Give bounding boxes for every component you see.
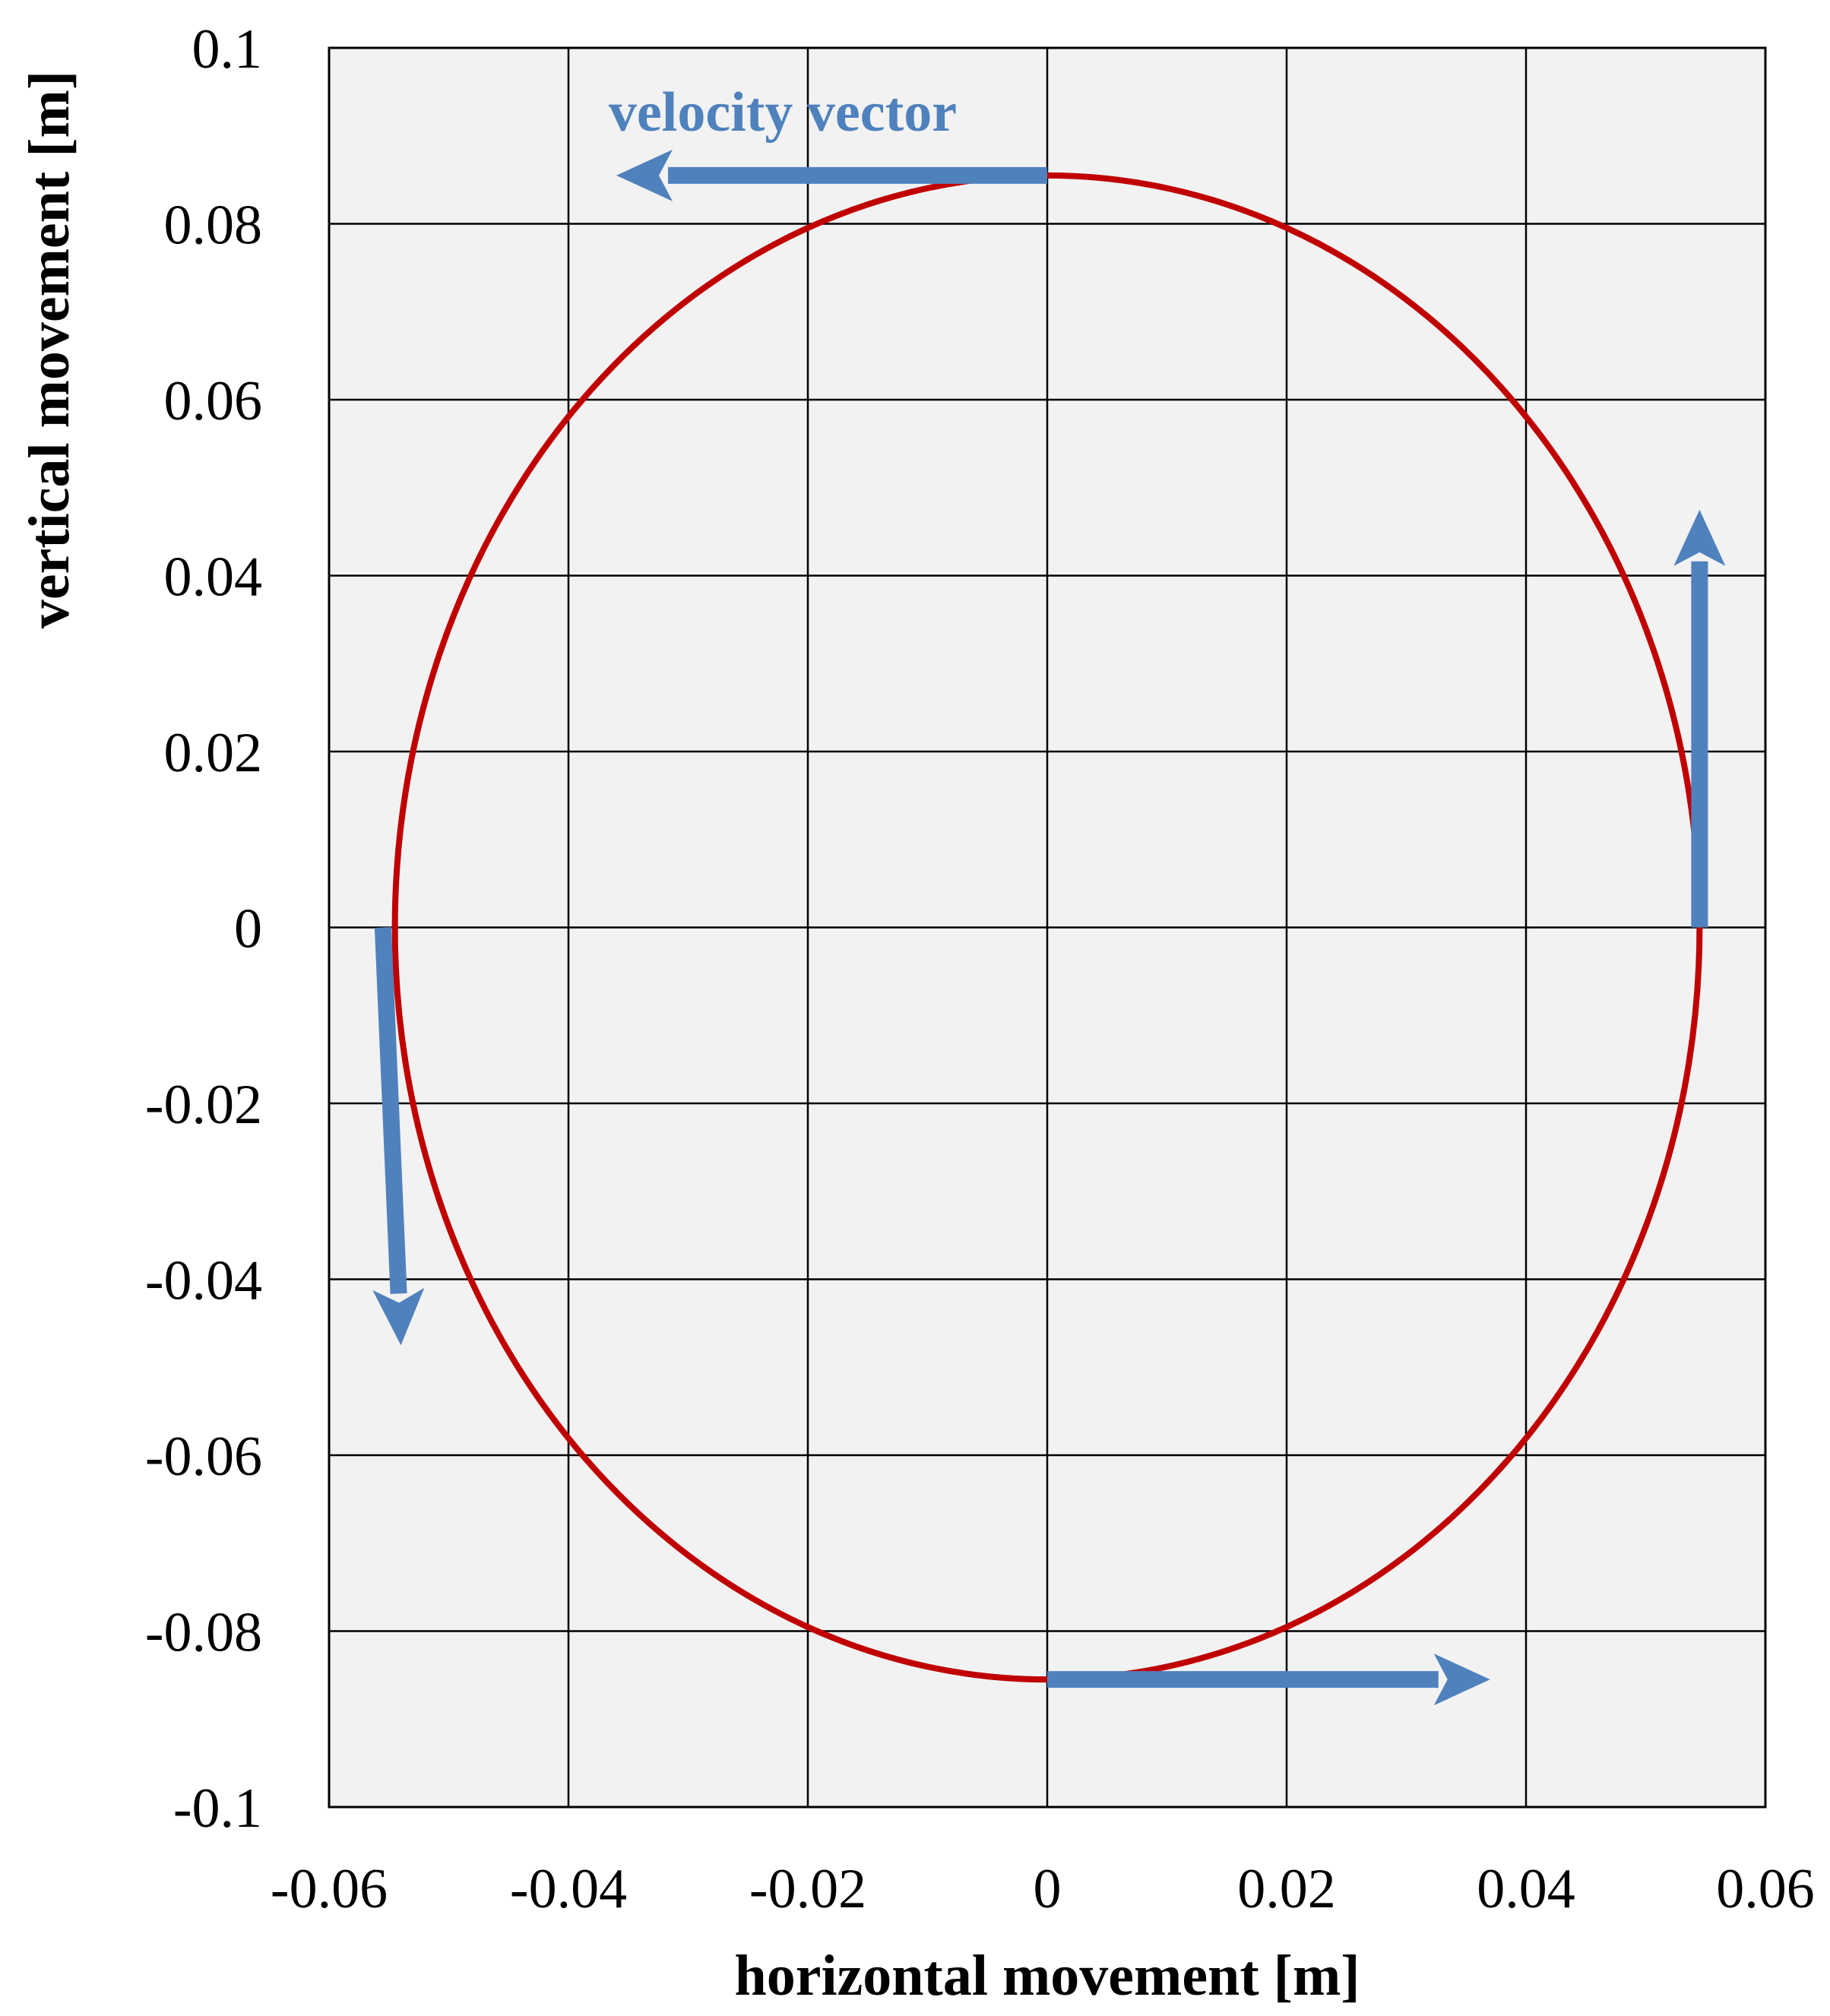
x-axis-ticks: -0.06 -0.04 -0.02 0 0.02 0.04 0.06: [271, 1858, 1815, 1920]
velocity-arrow-1: [1673, 509, 1726, 928]
velocity-arrows: [372, 149, 1726, 1706]
y-tick-label: 0.1: [192, 18, 263, 81]
x-tick-label: 0.06: [1716, 1858, 1815, 1920]
y-tick-label: 0: [234, 898, 262, 961]
velocity-arrow-3: [372, 927, 425, 1346]
y-tick-label: 0.04: [164, 546, 263, 609]
y-tick-label: -0.04: [145, 1250, 262, 1312]
y-tick-label: -0.02: [145, 1074, 262, 1136]
x-tick-label: 0.02: [1237, 1858, 1336, 1920]
y-tick-label: 0.02: [164, 722, 263, 784]
x-tick-label: 0: [1034, 1858, 1062, 1920]
x-tick-label: -0.02: [749, 1858, 866, 1920]
y-tick-label: -0.1: [173, 1777, 262, 1840]
y-tick-label: 0.06: [164, 370, 263, 432]
x-tick-label: 0.04: [1477, 1858, 1575, 1920]
annotation-velocity-vector: velocity vector: [609, 81, 957, 144]
x-tick-label: -0.06: [271, 1858, 388, 1920]
y-tick-label: -0.06: [145, 1426, 262, 1488]
y-axis-ticks: 0.1 0.08 0.06 0.04 0.02 0 -0.02 -0.04 -0.06 -0.08…: [145, 18, 262, 1840]
arrow-head: [1673, 509, 1726, 566]
x-tick-label: -0.04: [510, 1858, 627, 1920]
y-tick-label: 0.08: [164, 195, 263, 257]
arrow-head: [1433, 1654, 1490, 1706]
y-tick-label: -0.08: [145, 1602, 262, 1664]
velocity-arrow-2: [1047, 1654, 1490, 1706]
velocity-arrow-0: [616, 149, 1047, 201]
arrow-shaft: [374, 927, 407, 1294]
y-axis-title: vertical movement [m]: [17, 71, 81, 628]
arrow-head: [616, 149, 673, 201]
arrow-head: [372, 1287, 425, 1346]
x-axis-title: horizontal movement [m]: [734, 1944, 1360, 2008]
plot-border: [328, 46, 1767, 1809]
